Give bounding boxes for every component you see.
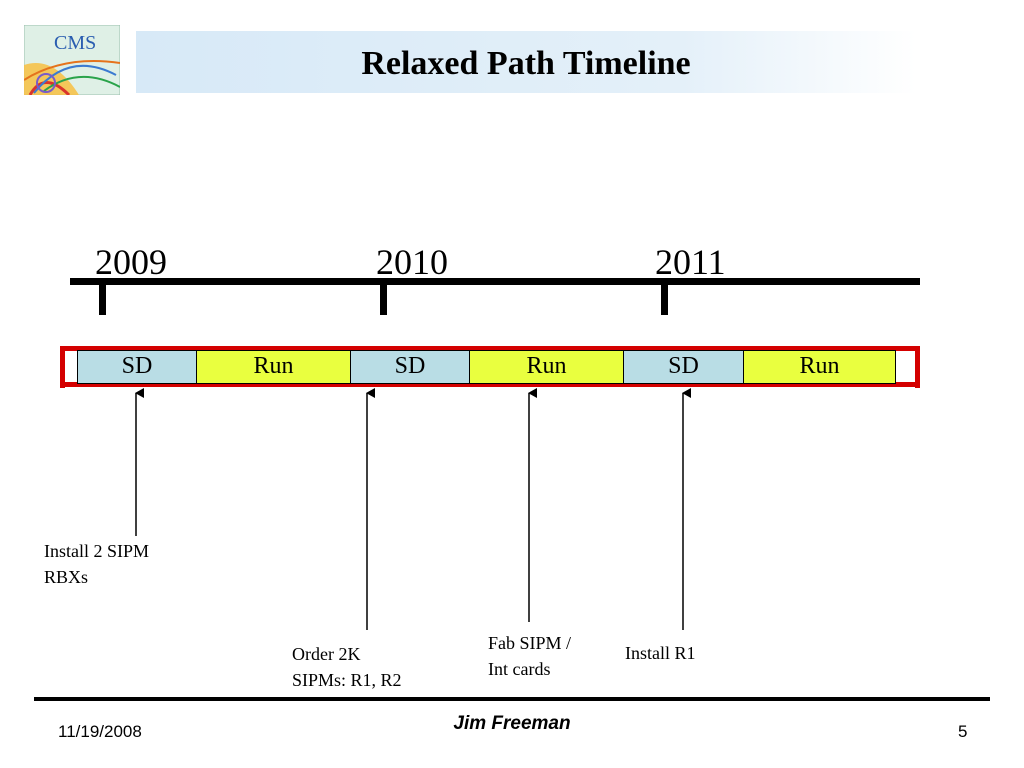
page-title: Relaxed Path Timeline	[361, 45, 691, 82]
rail-left-end	[60, 346, 65, 388]
rail-bottom	[60, 382, 920, 387]
year-tick-2011	[661, 283, 668, 315]
cms-logo: CMS	[23, 24, 121, 97]
phase-sd-2: SD	[351, 351, 470, 383]
milestone-note-1: Install 2 SIPM RBXs	[44, 541, 150, 587]
footer-date: 11/19/2008	[58, 722, 142, 741]
phase-run-2: Run	[470, 351, 624, 383]
timeline-axis	[70, 278, 920, 285]
logo-text: CMS	[54, 32, 96, 54]
year-label-2009: 2009	[95, 242, 167, 282]
title-band	[136, 31, 916, 93]
page-number: 5	[958, 722, 968, 741]
rail-top	[60, 346, 920, 351]
milestone-note-2: Order 2K SIPMs: R1, R2	[292, 644, 402, 690]
year-tick-2009	[99, 283, 106, 315]
milestone-note-3: Fab SIPM / Int cards	[488, 633, 572, 679]
rail-right-end	[915, 346, 920, 388]
year-tick-2010	[380, 283, 387, 315]
footer-author: Jim Freeman	[453, 713, 571, 734]
year-label-2011: 2011	[655, 242, 726, 282]
phase-run-1: Run	[197, 351, 351, 383]
phase-sd-3: SD	[624, 351, 744, 383]
year-label-2010: 2010	[376, 242, 448, 282]
phase-bar: SD Run SD Run SD Run	[77, 350, 896, 384]
footer-divider	[34, 697, 990, 701]
phase-run-3: Run	[744, 351, 895, 383]
milestone-note-4: Install R1	[625, 643, 696, 663]
phase-sd-1: SD	[78, 351, 197, 383]
